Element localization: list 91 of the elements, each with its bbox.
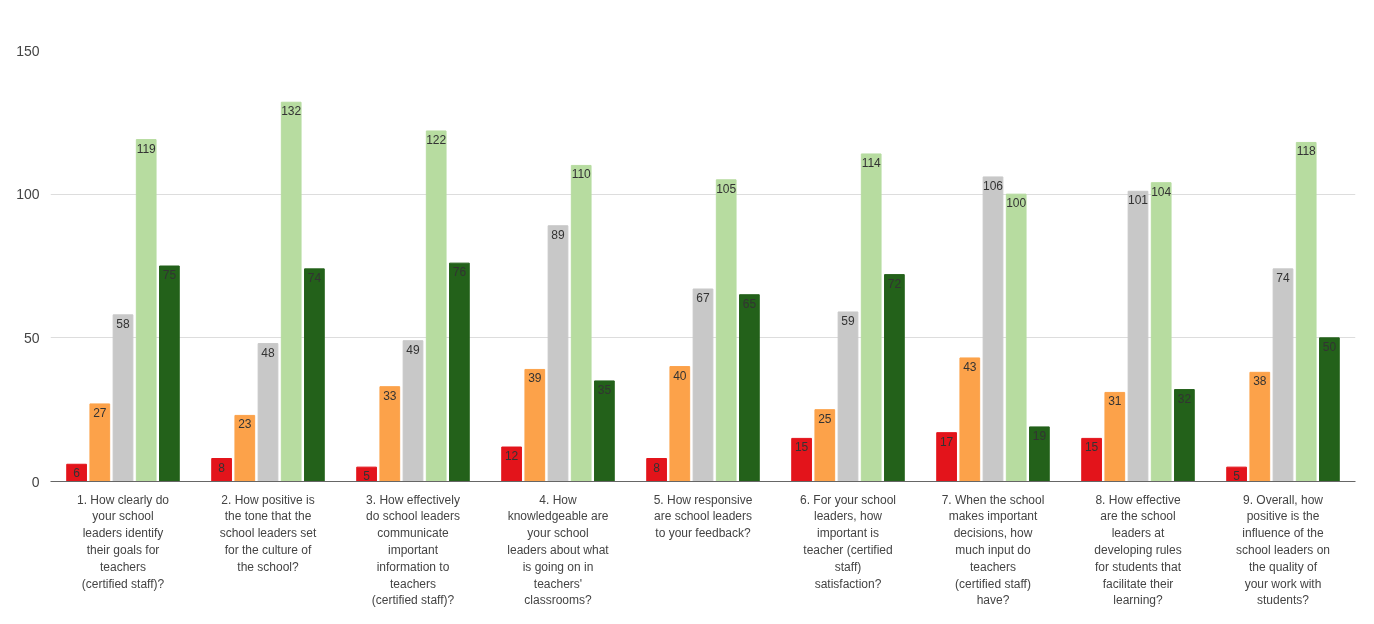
bar (159, 265, 180, 482)
data-label: 17 (939, 434, 954, 449)
bar (1104, 391, 1126, 482)
bar (936, 432, 957, 482)
x-tick-label: 6. For your school leaders, how important is teacher (certified staff) satisfaction? (799, 492, 897, 591)
data-label: 40 (673, 368, 687, 383)
bar (449, 262, 470, 482)
bar (594, 380, 615, 482)
bar (524, 368, 546, 482)
bar (1295, 141, 1317, 482)
data-label: 39 (528, 371, 542, 386)
x-tick-label: 7. When the school makes important decisions, how much input do teachers (certified staff) have? (941, 492, 1045, 608)
data-label: 118 (1296, 144, 1317, 159)
bar (135, 139, 157, 482)
data-label: 27 (93, 405, 107, 420)
bar (669, 366, 691, 482)
x-tick-label: 3. How effectively do school leaders communicate important information to teachers (certified staff)? (365, 492, 461, 608)
bar (89, 403, 111, 482)
data-label: 8 (653, 460, 661, 475)
bar (1249, 371, 1271, 482)
data-label: 5 (363, 469, 371, 484)
x-tick-label: 2. How positive is the tone that the school leaders set for the culture of the school? (219, 492, 318, 574)
bar (112, 314, 134, 482)
x-tick-label: 8. How effective are the school leaders at developing rules for students that facilitate their learning? (1094, 492, 1182, 608)
data-label: 15 (794, 440, 809, 455)
bar (425, 130, 447, 482)
data-label: 119 (136, 141, 157, 156)
x-tick-label: 1. How clearly do your school leaders identify their goals for teachers (certified staff)? (76, 492, 170, 591)
data-label: 104 (1151, 184, 1172, 199)
bar (1174, 389, 1195, 482)
bar (837, 311, 859, 482)
bar (739, 294, 760, 482)
data-label: 33 (383, 388, 397, 403)
data-label: 23 (238, 417, 252, 432)
data-label: 74 (1276, 270, 1290, 285)
data-label: 100 (1006, 196, 1027, 211)
bar (814, 409, 836, 482)
bar (257, 343, 279, 482)
x-tick-label: 9. Overall, how positive is the influence of the school leaders on the quality of your work with students? (1235, 492, 1331, 608)
data-label: 105 (716, 181, 737, 196)
bar (1029, 426, 1050, 482)
bar (959, 357, 981, 482)
bar (860, 153, 882, 482)
bar (547, 225, 569, 482)
data-label: 132 (281, 104, 302, 119)
y-tick-label: 50 (23, 329, 40, 346)
bar (1081, 437, 1102, 482)
bar (501, 446, 522, 482)
data-label: 67 (696, 290, 710, 305)
data-label: 58 (116, 316, 130, 331)
bar (715, 179, 737, 482)
bar (791, 437, 812, 482)
y-tick-label: 0 (31, 473, 40, 490)
data-label: 8 (218, 460, 226, 475)
data-label: 38 (1253, 374, 1267, 389)
bar (280, 101, 302, 482)
y-tick-label: 150 (16, 42, 40, 59)
bar (1319, 337, 1340, 482)
bar (402, 340, 424, 482)
bar (884, 274, 905, 482)
bar (1150, 182, 1172, 482)
bar (1005, 193, 1027, 482)
bar (234, 414, 256, 482)
bar (304, 268, 325, 482)
bar (692, 288, 714, 482)
data-label: 122 (426, 132, 447, 147)
bar (570, 164, 592, 482)
bar (982, 176, 1004, 482)
bar (379, 386, 401, 482)
data-label: 101 (1127, 193, 1149, 208)
data-label: 106 (982, 178, 1004, 193)
data-label: 6 (73, 466, 81, 481)
data-label: 110 (571, 167, 592, 182)
data-label: 25 (818, 411, 832, 426)
data-label: 31 (1108, 394, 1122, 409)
data-label: 5 (1233, 469, 1241, 484)
data-label: 49 (406, 342, 420, 357)
data-label: 15 (1084, 440, 1099, 455)
data-label: 59 (841, 313, 855, 328)
bar (211, 458, 232, 482)
data-label: 12 (504, 449, 519, 464)
data-label: 43 (963, 359, 977, 374)
x-tick-label: 5. How responsive are school leaders to your feedback? (653, 492, 753, 541)
data-label: 114 (861, 155, 882, 170)
data-label: 48 (261, 345, 275, 360)
bar (646, 458, 667, 482)
bar (1127, 190, 1149, 482)
y-tick-label: 100 (16, 186, 40, 203)
data-label: 89 (551, 227, 565, 242)
x-tick-label: 4. How knowledgeable are your school leaders about what is going on in teachers' classrooms? (507, 492, 610, 608)
bar (1272, 268, 1294, 482)
